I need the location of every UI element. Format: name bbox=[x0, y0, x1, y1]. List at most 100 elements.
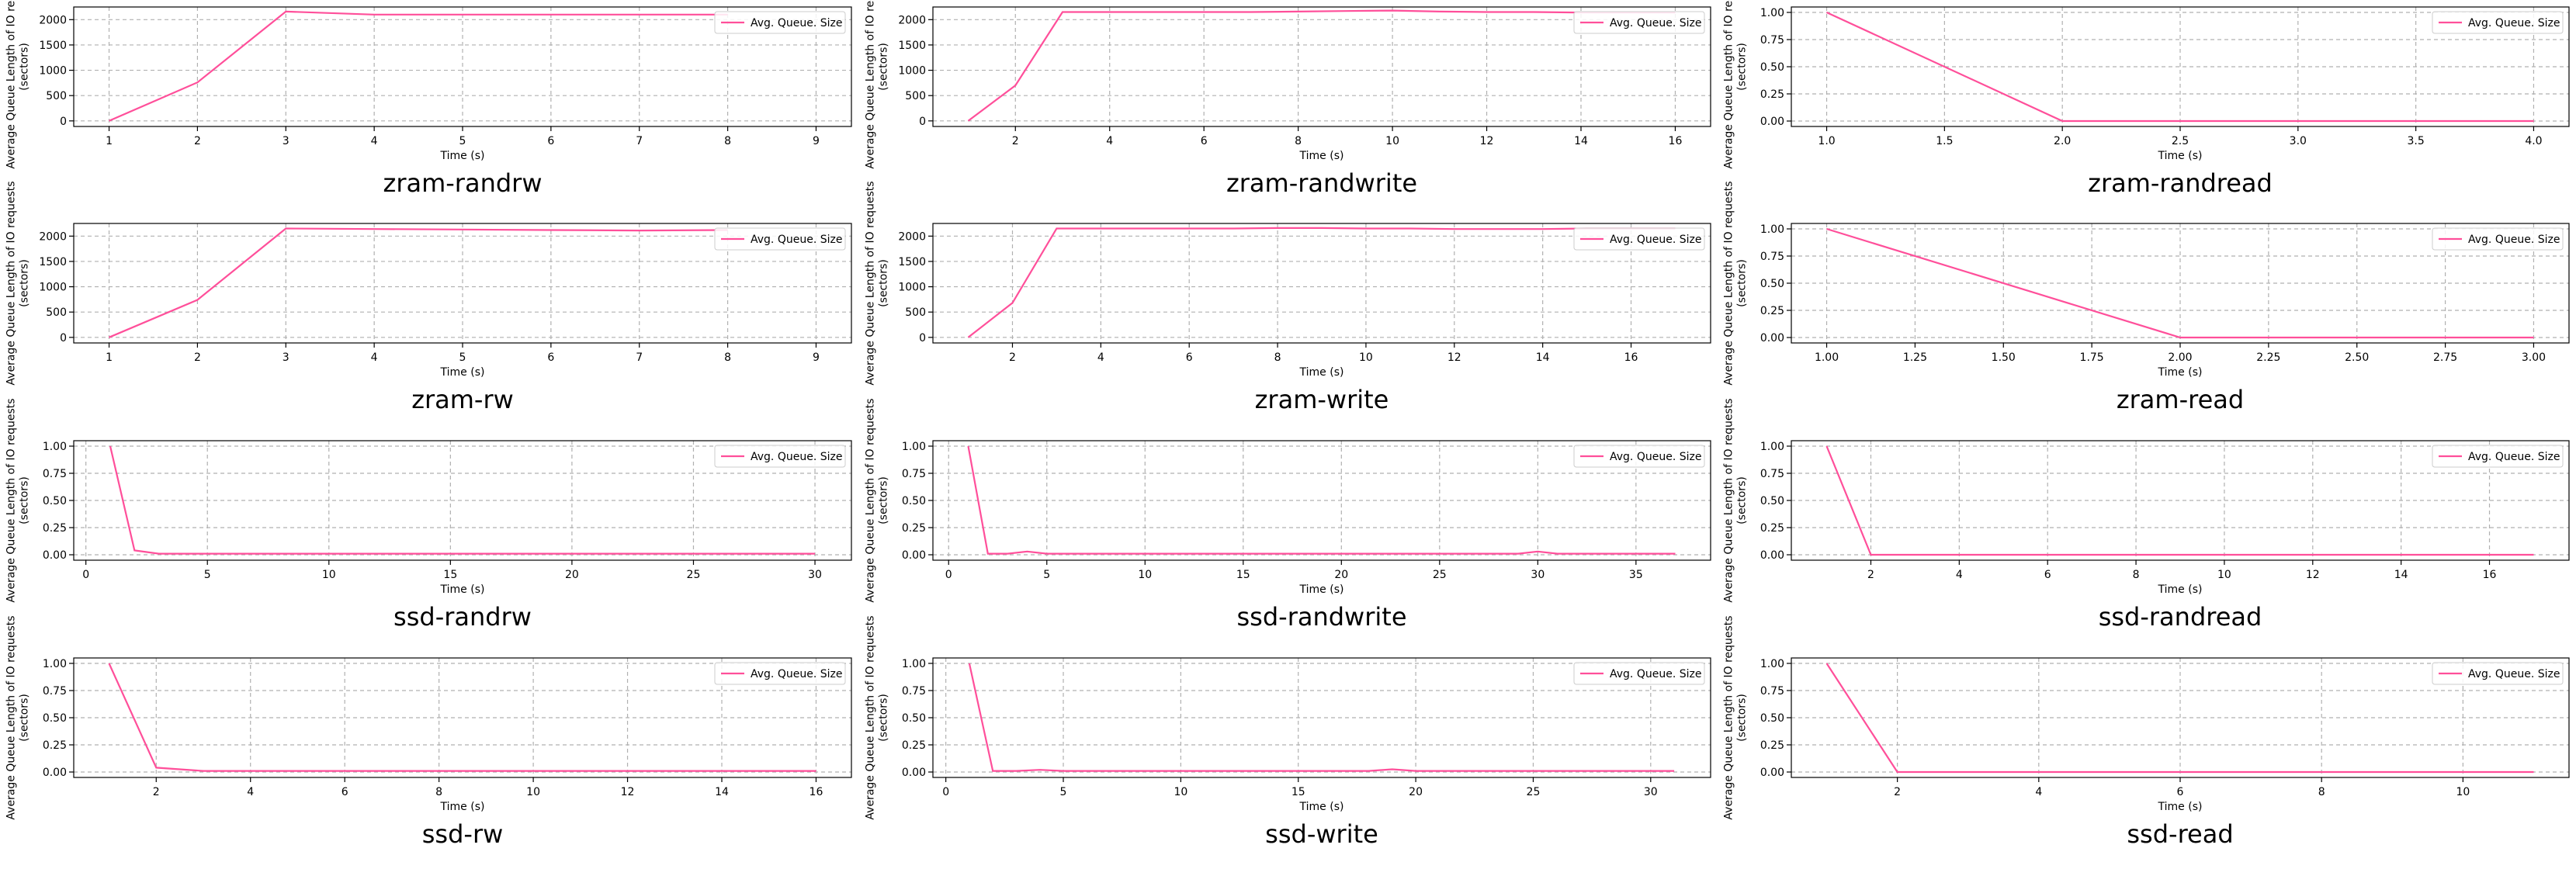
y-axis-label-line: (sectors) bbox=[877, 43, 889, 91]
x-tick-label: 16 bbox=[810, 786, 823, 798]
x-tick-label: 5 bbox=[1060, 786, 1067, 798]
x-tick-label: 1 bbox=[106, 351, 113, 364]
x-tick-label: 10 bbox=[2456, 786, 2470, 798]
y-tick-label: 1500 bbox=[39, 40, 67, 52]
y-axis-label-line: Average Queue Length of IO requests bbox=[1723, 398, 1735, 602]
x-tick-label: 7 bbox=[636, 135, 643, 147]
y-axis-label-line: Average Queue Length of IO requests bbox=[5, 181, 18, 385]
x-tick-label: 10 bbox=[1385, 135, 1399, 147]
chart-panel: 1.0 1.5 2.0 2.5 3.0 3.5 4.0 0.00 0.25 0.50 0.75 1.0… bbox=[1718, 0, 2575, 217]
y-tick-label: 0.00 bbox=[43, 767, 67, 779]
legend: Avg. Queue. Size bbox=[2432, 11, 2564, 34]
x-tick-label: 4 bbox=[1106, 135, 1113, 147]
y-tick-label: 1000 bbox=[39, 282, 67, 294]
legend: Avg. Queue. Size bbox=[2432, 227, 2564, 251]
y-tick-label: 0.25 bbox=[43, 522, 67, 535]
y-tick-label: 0 bbox=[60, 332, 67, 344]
x-tick-label: 2 bbox=[1894, 786, 1901, 798]
y-axis-label-line: Average Queue Length of IO requests bbox=[1723, 615, 1735, 819]
x-tick-label: 6 bbox=[547, 351, 554, 364]
x-axis-label: Time (s) bbox=[2158, 150, 2203, 162]
x-tick-label: 14 bbox=[2394, 569, 2408, 581]
y-tick-label: 2000 bbox=[898, 14, 926, 26]
y-tick-label: 1000 bbox=[898, 282, 926, 294]
y-tick-label: 0.75 bbox=[1760, 685, 1784, 698]
series-line bbox=[1826, 227, 2534, 339]
x-tick-label: 10 bbox=[1174, 786, 1187, 798]
x-tick-label: 30 bbox=[808, 569, 822, 581]
y-axis-label-line: Average Queue Length of IO requests bbox=[1723, 0, 1735, 169]
x-tick-label: 5 bbox=[204, 569, 211, 581]
x-tick-label: 0 bbox=[82, 569, 89, 581]
axes-frame bbox=[932, 223, 1711, 344]
y-tick-label: 0.50 bbox=[43, 712, 67, 725]
x-tick-label: 1.50 bbox=[1992, 351, 2016, 364]
y-axis-label-line: (sectors) bbox=[1735, 476, 1748, 525]
series-line bbox=[967, 445, 1676, 555]
chart-title: ssd-rw bbox=[421, 819, 504, 849]
x-tick-label: 14 bbox=[1574, 135, 1588, 147]
x-tick-label: 2.50 bbox=[2345, 351, 2369, 364]
x-tick-label: 1.5 bbox=[1936, 135, 1953, 147]
x-tick-label: 6 bbox=[547, 135, 554, 147]
x-tick-label: 6 bbox=[2177, 786, 2184, 798]
y-axis-label: Average Queue Length of IO requests(sect… bbox=[5, 398, 31, 602]
y-tick-label: 0.00 bbox=[902, 767, 926, 779]
legend-label: Avg. Queue. Size bbox=[751, 17, 842, 29]
legend-box bbox=[714, 445, 846, 468]
y-tick-label: 2000 bbox=[898, 230, 926, 243]
chart-title: zram-randrw bbox=[383, 168, 543, 198]
chart-title: ssd-read bbox=[2127, 819, 2234, 849]
x-tick-label: 6 bbox=[2044, 569, 2051, 581]
y-axis-label: Average Queue Length of IO requests(sect… bbox=[5, 0, 31, 169]
y-tick-label: 0.25 bbox=[1760, 739, 1784, 752]
y-tick-label: 0.25 bbox=[1760, 522, 1784, 535]
chart-svg: 1.00 1.25 1.50 1.75 2.00 2.25 2.50 2.75 3.00 0.00… bbox=[1723, 181, 2570, 386]
y-tick-label: 0.00 bbox=[1760, 767, 1784, 779]
series-line bbox=[108, 663, 816, 772]
x-tick-label: 3 bbox=[283, 351, 289, 364]
legend-box bbox=[2432, 445, 2564, 468]
x-tick-label: 8 bbox=[724, 351, 731, 364]
legend-label: Avg. Queue. Size bbox=[1610, 234, 1701, 246]
chart-panel: 0 5 10 15 20 25 30 0.00 0.25 0.50 0.75 1.00 Time (s)… bbox=[859, 615, 1717, 868]
y-axis-label: Average Queue Length of IO requests(sect… bbox=[1723, 181, 1749, 385]
x-axis-label: Time (s) bbox=[1299, 801, 1344, 813]
x-axis-label: Time (s) bbox=[2158, 583, 2203, 596]
x-tick-label: 8 bbox=[724, 135, 731, 147]
legend-box bbox=[714, 227, 846, 251]
y-tick-label: 0.50 bbox=[1760, 495, 1784, 507]
chart-panel: 2 4 6 8 10 0.00 0.25 0.50 0.75 1.00 Time (s) Averag… bbox=[1718, 615, 2575, 868]
chart-panel: 0 5 10 15 20 25 30 35 0.00 0.25 0.50 0.75 1.00 Time (… bbox=[859, 398, 1717, 651]
x-tick-label: 3.0 bbox=[2290, 135, 2307, 147]
x-tick-label: 15 bbox=[1236, 569, 1250, 581]
x-tick-label: 20 bbox=[565, 569, 579, 581]
legend-label: Avg. Queue. Size bbox=[2468, 234, 2560, 246]
chart-title: ssd-randread bbox=[2098, 602, 2262, 632]
legend-box bbox=[1573, 445, 1705, 468]
legend-box bbox=[1573, 662, 1705, 685]
chart-svg: 1 2 3 4 5 6 7 8 9 0 500 1000 1500 2000 Time (s) Average… bbox=[5, 181, 852, 386]
y-tick-label: 0 bbox=[919, 116, 926, 128]
x-tick-label: 5 bbox=[459, 135, 466, 147]
x-tick-label: 4 bbox=[1097, 351, 1104, 364]
legend-box bbox=[1573, 11, 1705, 34]
y-axis-label-line: Average Queue Length of IO requests bbox=[865, 398, 877, 602]
y-axis-label-line: Average Queue Length of IO requests bbox=[1723, 181, 1735, 385]
y-axis-label: Average Queue Length of IO requests(sect… bbox=[1723, 398, 1749, 602]
y-tick-label: 2000 bbox=[39, 14, 67, 26]
y-axis-label-line: (sectors) bbox=[18, 259, 30, 307]
series-line bbox=[109, 10, 728, 122]
x-tick-label: 35 bbox=[1629, 569, 1643, 581]
x-axis-label: Time (s) bbox=[1299, 366, 1344, 379]
x-tick-label: 4.0 bbox=[2525, 135, 2542, 147]
x-tick-label: 16 bbox=[1624, 351, 1638, 364]
chart-title: ssd-write bbox=[1265, 819, 1378, 849]
chart-panel: 1.00 1.25 1.50 1.75 2.00 2.25 2.50 2.75 3.00 0.00… bbox=[1718, 181, 2575, 434]
y-axis-label-line: (sectors) bbox=[1735, 694, 1748, 742]
x-tick-label: 12 bbox=[621, 786, 635, 798]
x-tick-label: 2 bbox=[1867, 569, 1874, 581]
x-tick-label: 15 bbox=[1291, 786, 1305, 798]
x-tick-label: 2.25 bbox=[2256, 351, 2280, 364]
x-tick-label: 6 bbox=[342, 786, 348, 798]
